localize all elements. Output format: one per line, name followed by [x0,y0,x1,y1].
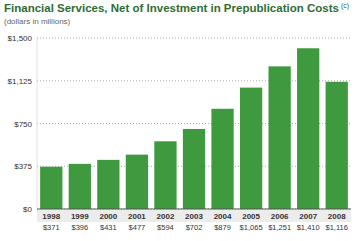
data-label: $396 [71,223,88,232]
data-label: $477 [129,223,146,232]
x-tick-label: 2005 [242,212,260,221]
bar [154,141,176,209]
bar [183,129,205,209]
data-label: $1,065 [240,223,263,232]
grid-line [37,209,351,210]
y-tick-label: $1,500 [8,34,33,43]
bar [69,164,91,209]
y-tick-label: $0 [23,205,32,214]
data-label: $594 [157,223,174,232]
x-axis-line [37,209,351,210]
bar [97,160,119,209]
x-tick-label: 2003 [185,212,203,221]
bar [297,48,319,209]
y-axis-line [37,38,38,209]
data-label: $1,410 [297,223,320,232]
grid-line [37,38,351,39]
title: Financial Services, Net of Investment in… [4,2,349,14]
category-band [37,210,351,222]
y-tick-label: $1,125 [8,77,33,86]
bar [326,82,348,209]
x-tick-label: 2000 [99,212,117,221]
x-tick-label: 2004 [214,212,232,221]
annotation: (c) [341,2,349,10]
x-tick-label: 2006 [271,212,289,221]
data-label: $371 [43,223,60,232]
title-text: Financial Services, Net of Investment in… [4,2,339,14]
data-label: $879 [214,223,231,232]
bar [126,155,148,209]
x-tick-label: 1998 [42,212,60,221]
chart-container: Financial Services, Net of Investment in… [0,0,355,241]
bar [269,66,291,209]
data-label: $431 [100,223,117,232]
chart-svg: Financial Services, Net of Investment in… [0,0,355,241]
data-label: $1,251 [268,223,291,232]
x-tick-label: 2002 [157,212,175,221]
x-tick-label: 1999 [71,212,89,221]
x-tick-label: 2008 [328,212,346,221]
bar [211,109,233,209]
bars [40,48,348,209]
y-tick-label: $375 [14,162,32,171]
x-tick-label: 2001 [128,212,146,221]
x-tick-label: 2007 [299,212,317,221]
bar [240,88,262,209]
data-label: $1,116 [326,223,348,232]
y-tick-label: $750 [14,120,32,129]
bar [40,167,62,209]
subtitle: (dollars in millions) [4,17,71,26]
data-label: $702 [186,223,203,232]
